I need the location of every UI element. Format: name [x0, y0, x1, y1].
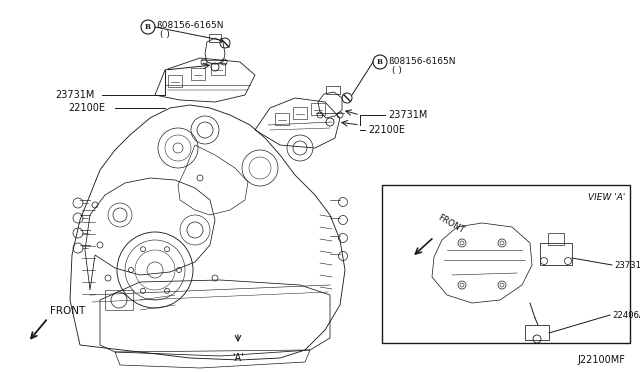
Bar: [211, 63, 225, 75]
Text: ß08156-6165N: ß08156-6165N: [388, 57, 456, 65]
Text: ß08156-6165N: ß08156-6165N: [156, 22, 223, 31]
Bar: [540, 243, 572, 265]
Text: B: B: [145, 23, 151, 31]
Text: FRONT: FRONT: [436, 213, 465, 235]
Text: 23731M: 23731M: [55, 90, 94, 100]
Text: 23731T: 23731T: [614, 260, 640, 269]
Bar: [209, 34, 221, 42]
Text: 22406A: 22406A: [612, 311, 640, 320]
Bar: [382, 185, 630, 343]
Bar: [168, 75, 182, 87]
Circle shape: [373, 55, 387, 69]
Bar: [548, 233, 564, 245]
Text: VIEW 'A': VIEW 'A': [588, 193, 625, 202]
Bar: [326, 86, 340, 94]
Bar: [191, 68, 205, 80]
Text: 22100E: 22100E: [368, 125, 405, 135]
Bar: [293, 107, 307, 119]
Text: ( ): ( ): [160, 31, 170, 39]
Circle shape: [141, 20, 155, 34]
Text: J22100MF: J22100MF: [577, 355, 625, 365]
Bar: [105, 290, 133, 310]
Bar: [525, 325, 549, 340]
Text: ( ): ( ): [392, 65, 402, 74]
Bar: [275, 113, 289, 125]
Text: 'A': 'A': [232, 353, 244, 363]
Text: FRONT: FRONT: [50, 306, 85, 316]
Text: 23731M: 23731M: [388, 110, 428, 120]
Text: B: B: [377, 58, 383, 66]
Text: 22100E: 22100E: [68, 103, 105, 113]
Bar: [311, 103, 325, 115]
